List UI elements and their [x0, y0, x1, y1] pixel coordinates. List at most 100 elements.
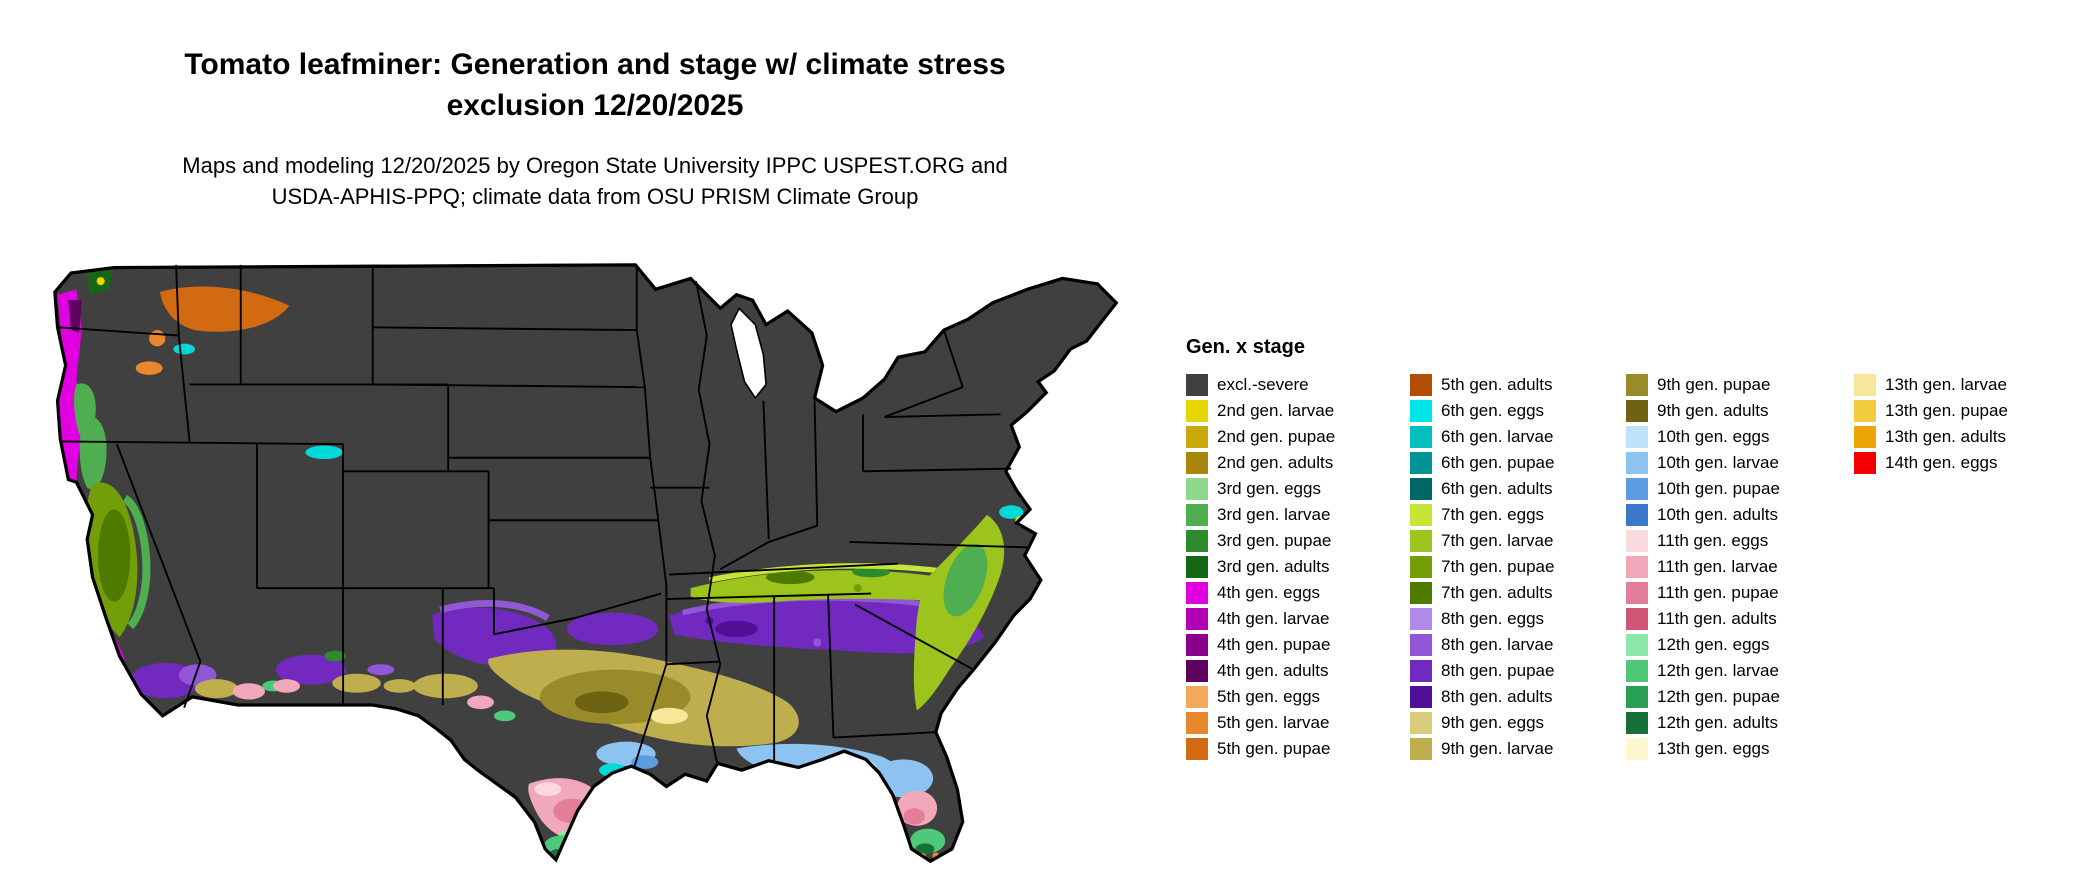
legend-label: 10th gen. adults [1657, 505, 1778, 524]
legend-item: 3rd gen. larvae [1186, 502, 1410, 528]
map-subtitle: Maps and modeling 12/20/2025 by Oregon S… [0, 150, 1190, 212]
legend-item: 7th gen. larvae [1410, 528, 1626, 554]
legend-item: 11th gen. larvae [1626, 554, 1854, 580]
legend-swatch [1410, 660, 1432, 682]
legend-label: 5th gen. pupae [1217, 739, 1331, 758]
legend-column: 13th gen. larvae 13th gen. pupae 13th gen.… [1854, 372, 2074, 476]
legend-label: 6th gen. eggs [1441, 401, 1545, 420]
legend-swatch [1626, 400, 1648, 422]
legend-label: 6th gen. pupae [1441, 453, 1555, 472]
legend-swatch [1854, 400, 1876, 422]
legend-column: 5th gen. adults 6th gen. eggs 6th gen. lar… [1410, 372, 1626, 762]
legend-item: 13th gen. pupae [1854, 398, 2074, 424]
legend-label: 3rd gen. pupae [1217, 531, 1332, 550]
legend-label: 2nd gen. pupae [1217, 427, 1336, 446]
legend-item: 8th gen. adults [1410, 684, 1626, 710]
legend-swatch [1410, 452, 1432, 474]
legend-item: 11th gen. pupae [1626, 580, 1854, 606]
legend-swatch [1186, 400, 1208, 422]
legend-label: 11th gen. pupae [1657, 583, 1779, 602]
legend-label: 11th gen. adults [1657, 609, 1777, 628]
legend-item: 4th gen. eggs [1186, 580, 1410, 606]
legend-swatch [1854, 374, 1876, 396]
legend-item: 6th gen. larvae [1410, 424, 1626, 450]
legend-item: 4th gen. larvae [1186, 606, 1410, 632]
legend-label: 12th gen. eggs [1657, 635, 1770, 654]
legend-swatch [1186, 712, 1208, 734]
legend-item: 9th gen. eggs [1410, 710, 1626, 736]
legend-label: 11th gen. eggs [1657, 531, 1769, 550]
legend-swatch [1626, 452, 1648, 474]
legend-item: 10th gen. eggs [1626, 424, 1854, 450]
legend-swatch [1186, 660, 1208, 682]
legend-label: 11th gen. larvae [1657, 557, 1778, 576]
legend-item: 12th gen. adults [1626, 710, 1854, 736]
legend-swatch [1626, 686, 1648, 708]
legend-label: 8th gen. pupae [1441, 661, 1555, 680]
legend-item: 5th gen. pupae [1186, 736, 1410, 762]
legend-item: 13th gen. eggs [1626, 736, 1854, 762]
legend-item: 6th gen. pupae [1410, 450, 1626, 476]
legend-title: Gen. x stage [1186, 336, 1305, 358]
legend-item: 3rd gen. pupae [1186, 528, 1410, 554]
legend-label: 8th gen. larvae [1441, 635, 1554, 654]
legend-item: 9th gen. larvae [1410, 736, 1626, 762]
legend-swatch [1626, 582, 1648, 604]
legend-swatch [1186, 738, 1208, 760]
legend-swatch [1186, 452, 1208, 474]
legend-swatch [1410, 582, 1432, 604]
legend-swatch [1186, 556, 1208, 578]
legend-swatch [1626, 556, 1648, 578]
legend-swatch [1854, 426, 1876, 448]
legend-label: 7th gen. adults [1441, 583, 1553, 602]
legend-label: 4th gen. pupae [1217, 635, 1331, 654]
legend-label: 9th gen. adults [1657, 401, 1769, 420]
legend-label: 10th gen. eggs [1657, 427, 1770, 446]
legend-swatch [1626, 426, 1648, 448]
legend-item: 7th gen. pupae [1410, 554, 1626, 580]
legend-label: 10th gen. larvae [1657, 453, 1779, 472]
legend-item: 2nd gen. pupae [1186, 424, 1410, 450]
legend-swatch [1626, 738, 1648, 760]
legend-swatch [1626, 608, 1648, 630]
legend-columns: excl.-severe 2nd gen. larvae 2nd gen. pupa… [1186, 372, 2074, 762]
map-title: Tomato leafminer: Generation and stage w… [0, 44, 1190, 126]
legend-label: 9th gen. pupae [1657, 375, 1771, 394]
legend-item: 5th gen. eggs [1186, 684, 1410, 710]
legend-label: 12th gen. pupae [1657, 687, 1780, 706]
legend-label: 3rd gen. adults [1217, 557, 1330, 576]
legend-item: 13th gen. adults [1854, 424, 2074, 450]
legend-item: 11th gen. adults [1626, 606, 1854, 632]
legend-label: 13th gen. adults [1885, 427, 2006, 446]
legend-item: excl.-severe [1186, 372, 1410, 398]
legend-label: 8th gen. adults [1441, 687, 1553, 706]
legend-swatch [1410, 712, 1432, 734]
legend-swatch [1410, 738, 1432, 760]
legend-item: 8th gen. pupae [1410, 658, 1626, 684]
legend-item: 4th gen. adults [1186, 658, 1410, 684]
legend-item: 7th gen. adults [1410, 580, 1626, 606]
legend-swatch [1186, 426, 1208, 448]
legend-item: 8th gen. eggs [1410, 606, 1626, 632]
legend-label: 13th gen. larvae [1885, 375, 2007, 394]
legend-label: 7th gen. larvae [1441, 531, 1554, 550]
legend-item: 10th gen. pupae [1626, 476, 1854, 502]
us-map-svg [53, 263, 1118, 863]
legend-swatch [1410, 426, 1432, 448]
legend-swatch [1410, 400, 1432, 422]
legend-label: 3rd gen. eggs [1217, 479, 1321, 498]
legend-swatch [1626, 634, 1648, 656]
legend-swatch [1626, 374, 1648, 396]
legend-label: 13th gen. pupae [1885, 401, 2008, 420]
us-choropleth-map [36, 254, 1154, 868]
legend-swatch [1854, 452, 1876, 474]
legend-swatch [1186, 686, 1208, 708]
legend-item: 10th gen. adults [1626, 502, 1854, 528]
legend-label: 13th gen. eggs [1657, 739, 1770, 758]
legend-label: 12th gen. larvae [1657, 661, 1779, 680]
legend-swatch [1186, 530, 1208, 552]
map-subtitle-line1: Maps and modeling 12/20/2025 by Oregon S… [182, 153, 1008, 178]
legend-label: excl.-severe [1217, 375, 1309, 394]
legend-swatch [1410, 374, 1432, 396]
legend-item: 5th gen. larvae [1186, 710, 1410, 736]
